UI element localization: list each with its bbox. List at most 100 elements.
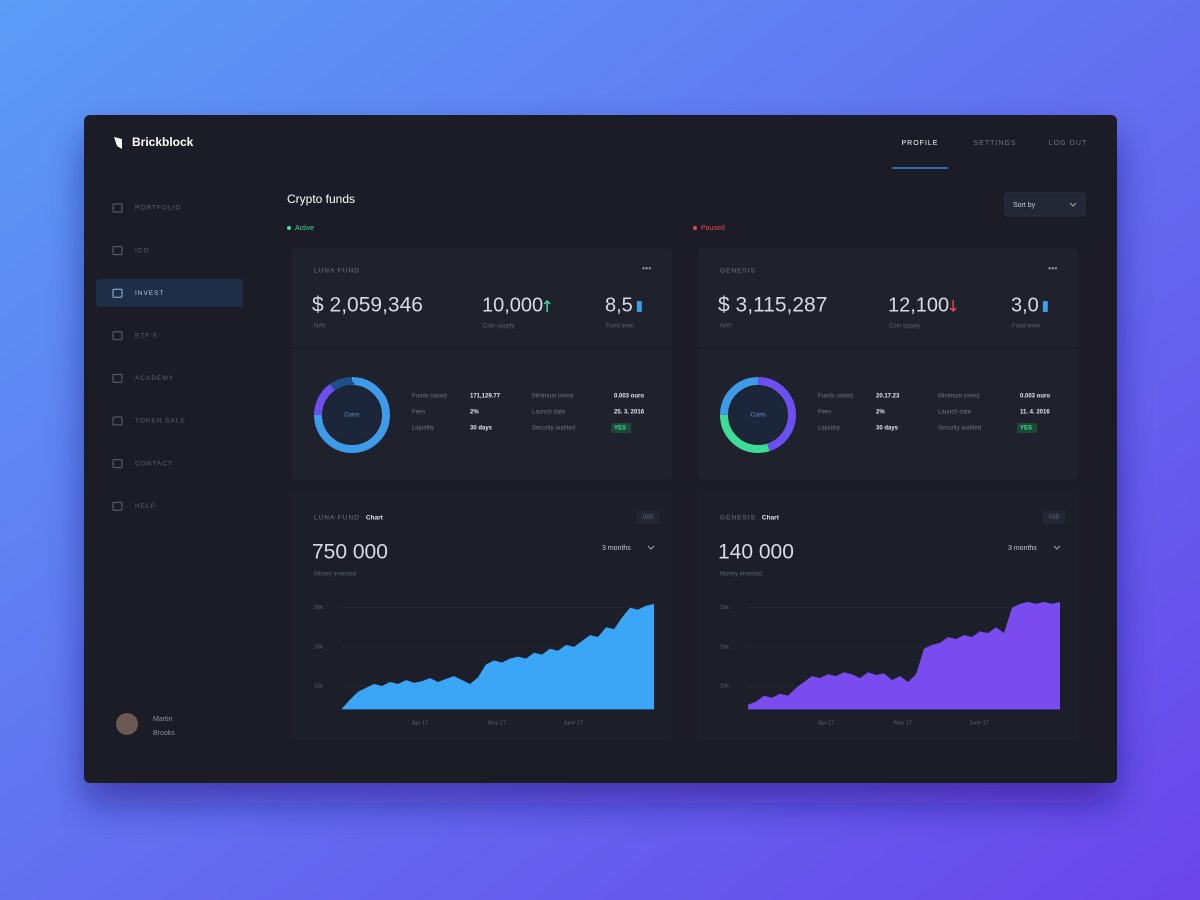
y-tick-label: 30k <box>720 605 729 611</box>
sidebar-item[interactable]: ACADEMY <box>135 375 174 382</box>
period[interactable]: 3 months <box>602 545 631 552</box>
battery-icon <box>636 301 642 312</box>
sidebar-item[interactable]: CONTACT <box>135 460 173 467</box>
fund-supply-label: Coin supply <box>889 324 920 330</box>
donut-hole <box>324 387 380 443</box>
brand: Brickblock <box>132 135 194 149</box>
detail-label: Minimum invest <box>938 394 980 400</box>
chevron <box>647 545 655 550</box>
nav-link[interactable]: PROFILE <box>902 140 939 147</box>
donut-hole <box>730 387 786 443</box>
chart-tag: Chart <box>366 515 384 522</box>
area <box>342 603 654 710</box>
sort-label[interactable]: Sort by <box>1013 202 1036 209</box>
fund-nav: $ 3,115,287 <box>718 294 827 317</box>
sidebar-icon <box>112 203 123 213</box>
page-title: Crypto funds <box>287 192 355 206</box>
detail-label: Funds raised <box>818 394 853 400</box>
fund-level: 3,0 <box>1011 294 1039 316</box>
sidebar-icon <box>112 331 123 341</box>
x-tick-label: Apr 17 <box>412 720 428 726</box>
fund-nav-label: NAV <box>314 324 326 330</box>
fund-level-label: Fund level <box>606 324 634 330</box>
x-tick-label: June 17 <box>563 720 583 726</box>
chevron <box>1069 202 1077 207</box>
chart-tag: Chart <box>762 515 780 522</box>
chart-amount: 140 000 <box>718 541 794 564</box>
chart-amount-label: Money invested <box>720 572 762 578</box>
sort-box[interactable] <box>1004 192 1086 217</box>
detail-value: 171,129.77 <box>470 394 501 400</box>
logo-icon <box>114 137 122 149</box>
chart-amount: 750 000 <box>312 541 388 564</box>
badge <box>611 423 631 433</box>
donut-segment <box>720 377 796 453</box>
sidebar-item[interactable]: PORTFOLIO <box>135 205 181 212</box>
arrow-down <box>949 300 957 313</box>
sidebar-item[interactable]: INVEST <box>135 290 164 297</box>
status-label: Active <box>295 225 314 232</box>
detail-label: Launch date <box>938 410 972 416</box>
nav-link[interactable]: SETTINGS <box>973 140 1016 147</box>
x-tick-label: May 17 <box>488 720 506 726</box>
donut-segment <box>720 377 796 453</box>
detail-label: Launch date <box>532 410 566 416</box>
sidebar-item[interactable]: TOKEN SALE <box>135 418 186 425</box>
status-dot <box>693 226 697 230</box>
avatar[interactable] <box>116 713 138 735</box>
chart-button-label[interactable]: USD <box>1049 514 1060 520</box>
detail-value: 30 days <box>876 426 899 432</box>
user-last: Brooks <box>153 730 175 737</box>
chevron <box>1053 545 1061 550</box>
sidebar-icon <box>112 373 123 383</box>
y-tick-label: 20k <box>720 644 729 650</box>
detail-value: 11. 4. 2016 <box>1020 410 1050 416</box>
more: ••• <box>1048 263 1057 273</box>
fund-level-label: Fund level <box>1012 324 1040 330</box>
sidebar-icon <box>112 416 123 426</box>
detail-value: YES <box>1020 426 1032 432</box>
fund-level: 8,5 <box>605 294 633 316</box>
chart-button[interactable] <box>1043 510 1065 524</box>
detail-value: 25. 3. 2016 <box>614 410 645 416</box>
chart-button[interactable] <box>637 510 659 524</box>
detail-label: Fees <box>818 410 831 416</box>
more: ••• <box>642 263 651 273</box>
chart-amount-label: Money invested <box>314 572 356 578</box>
donut-center: Coins <box>344 413 359 419</box>
sidebar-active <box>96 279 243 307</box>
detail-label: Liquidity <box>818 426 840 432</box>
donut-segment <box>314 377 390 453</box>
badge <box>1017 423 1037 433</box>
donut-center: Coins <box>750 413 765 419</box>
sidebar-item[interactable]: HELP <box>135 503 156 510</box>
sidebar-item[interactable]: ICO <box>135 247 150 254</box>
fund-supply: 12,100 <box>888 294 949 316</box>
chart-title: GENESIS <box>720 515 756 522</box>
detail-label: Liquidity <box>412 426 434 432</box>
area <box>748 601 1060 710</box>
user-first: Martin <box>153 716 173 723</box>
sidebar-icon <box>112 459 123 469</box>
detail-value: 2% <box>876 410 885 416</box>
sidebar-icon <box>112 246 123 256</box>
sidebar-icon <box>112 288 123 298</box>
period[interactable]: 3 months <box>1008 545 1037 552</box>
detail-label: Fees <box>412 410 425 416</box>
y-tick-label: 10k <box>720 683 729 689</box>
detail-label: Funds raised <box>412 394 447 400</box>
nav-link[interactable]: LOG OUT <box>1049 140 1088 147</box>
sidebar-item[interactable]: ETF'S <box>135 333 158 340</box>
detail-value: 0.003 ouro <box>1020 394 1050 400</box>
detail-value: 0.003 ouro <box>614 394 644 400</box>
chart-title: LUNA FUND <box>314 515 360 522</box>
x-tick-label: Apr 17 <box>818 720 834 726</box>
fund-nav: $ 2,059,346 <box>312 294 423 317</box>
detail-value: 2% <box>470 410 479 416</box>
sidebar-icon <box>112 501 123 511</box>
arrow-up <box>543 299 551 312</box>
y-tick-label: 10k <box>314 683 323 689</box>
chart-button-label[interactable]: USD <box>643 514 654 520</box>
